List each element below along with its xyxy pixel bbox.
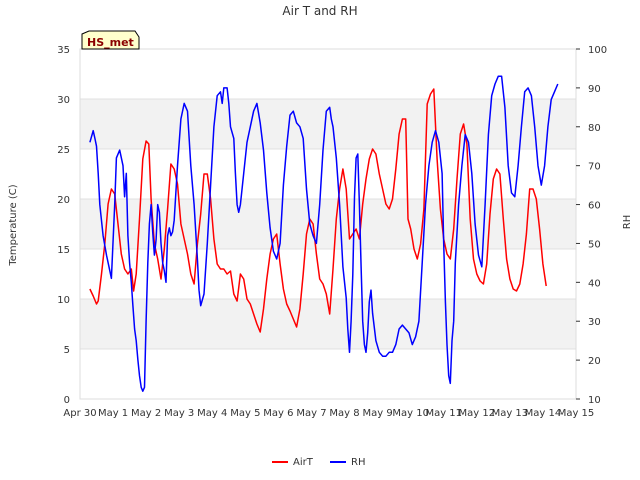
x-tick-label: May 7: [296, 408, 326, 419]
left-axis-ticks: 0 5 10 15 20 25 30 35: [57, 45, 70, 406]
y2-tick-label: 10: [588, 395, 601, 406]
x-tick-label: May 1: [98, 408, 128, 419]
series-line-airt: [89, 88, 547, 333]
station-badge-label: HS_met: [87, 36, 134, 49]
y-tick-label: 5: [64, 345, 70, 356]
series-line-rh: [89, 75, 559, 392]
x-tick-label: May 5: [230, 408, 260, 419]
background-band: [80, 99, 576, 149]
y-tick-label: 35: [57, 45, 70, 56]
x-tick-label: May 3: [164, 408, 194, 419]
background-band: [80, 199, 576, 249]
y2-tick-label: 80: [588, 123, 601, 134]
x-tick-label: May 9: [362, 408, 392, 419]
chart-title: Air T and RH: [282, 4, 357, 18]
legend-label-airt: AirT: [293, 457, 314, 468]
y2-tick-label: 30: [588, 317, 601, 328]
series-layer: [89, 75, 559, 392]
background-bands: [80, 99, 576, 349]
y-tick-label: 10: [57, 295, 70, 306]
x-tick-label: May 11: [425, 408, 462, 419]
x-tick-label: Apr 30: [63, 408, 96, 419]
y2-tick-label: 100: [588, 45, 607, 56]
y-tick-label: 20: [57, 195, 70, 206]
x-tick-label: May 14: [525, 408, 562, 419]
y-tick-label: 30: [57, 95, 70, 106]
y-tick-label: 15: [57, 245, 70, 256]
station-badge: HS_met: [81, 30, 140, 50]
x-tick-label: May 12: [459, 408, 496, 419]
y2-axis-label: RH: [622, 215, 633, 229]
y2-tick-label: 90: [588, 84, 601, 95]
y-tick-label: 0: [64, 395, 70, 406]
right-axis-ticks: 10 20 30 40 50 60 70 80 90 100: [576, 45, 607, 406]
y-axis-label: Temperature (C): [8, 184, 19, 266]
x-tick-label: May 10: [392, 408, 429, 419]
x-tick-label: May 4: [197, 408, 227, 419]
x-tick-label: May 8: [329, 408, 359, 419]
x-tick-label: May 13: [492, 408, 529, 419]
legend: AirT RH: [272, 457, 365, 468]
y-tick-label: 25: [57, 145, 70, 156]
x-tick-label: May 2: [131, 408, 161, 419]
x-axis-ticks: Apr 30 May 1 May 2 May 3 May 4 May 5 May 6 May …: [63, 408, 594, 419]
y2-tick-label: 40: [588, 278, 601, 289]
y2-tick-label: 50: [588, 239, 601, 250]
y2-tick-label: 70: [588, 162, 601, 173]
x-tick-label: May 15: [558, 408, 595, 419]
y2-tick-label: 60: [588, 201, 601, 212]
x-tick-label: May 6: [263, 408, 293, 419]
y2-tick-label: 20: [588, 356, 601, 367]
legend-label-rh: RH: [351, 457, 365, 468]
plot-area: [79, 48, 577, 400]
